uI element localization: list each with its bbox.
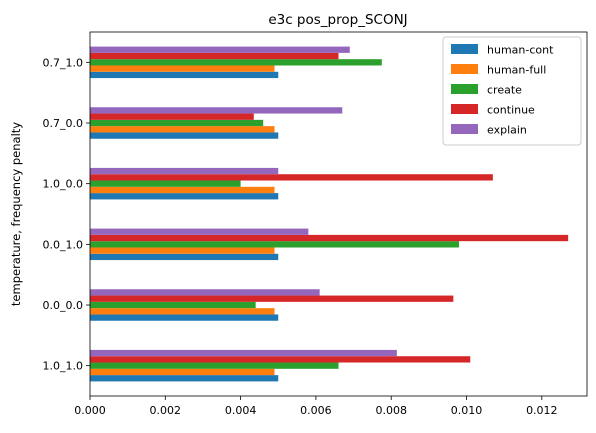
- y-tick-label: 1.0_1.0: [43, 360, 84, 373]
- bar-continue-0.7_0.0: [90, 113, 254, 120]
- bar-explain-0.7_0.0: [90, 107, 343, 114]
- x-tick-label: 0.000: [74, 404, 106, 417]
- chart-title: e3c pos_prop_SCONJ: [268, 12, 407, 28]
- legend-label-create: create: [487, 84, 522, 97]
- bar-continue-1.0_0.0: [90, 174, 493, 181]
- legend: human-cont human-full create continue explai…: [442, 36, 582, 146]
- bar-human-cont-0.0_1.0: [90, 253, 279, 261]
- bar-create-0.7_1.0: [90, 59, 382, 66]
- bar-explain-0.0_1.0: [90, 228, 309, 235]
- x-tick-label: 0.006: [300, 404, 332, 417]
- bar-human-full-0.0_0.0: [90, 308, 275, 315]
- legend-swatch-continue: [451, 104, 478, 114]
- legend-swatch-human-cont: [451, 44, 478, 54]
- y-tick-label: 0.7_1.0: [43, 56, 84, 69]
- bar-human-full-0.0_1.0: [90, 247, 275, 254]
- x-tick-label: 0.002: [150, 404, 182, 417]
- legend-label-human-cont: human-cont: [487, 44, 554, 57]
- bars-group: [90, 46, 569, 382]
- y-tick-label: 1.0_0.0: [43, 178, 84, 191]
- y-tick-label: 0.7_0.0: [43, 117, 84, 130]
- legend-swatch-create: [451, 84, 478, 94]
- bar-human-full-1.0_1.0: [90, 368, 275, 376]
- legend-label-explain: explain: [487, 124, 527, 137]
- bar-human-full-0.7_0.0: [90, 126, 275, 133]
- y-tick-label: 0.0_1.0: [43, 238, 84, 251]
- bar-continue-0.7_1.0: [90, 52, 339, 60]
- bar-continue-0.0_1.0: [90, 234, 569, 242]
- bar-human-cont-0.7_1.0: [90, 71, 279, 79]
- bar-human-cont-0.0_0.0: [90, 314, 279, 321]
- plot-frame: [89, 31, 588, 397]
- y-tick-label: 0.0_0.0: [43, 299, 84, 312]
- bar-human-full-1.0_0.0: [90, 186, 275, 194]
- bar-human-cont-1.0_1.0: [90, 375, 279, 382]
- x-tick-label: 0.010: [451, 404, 483, 417]
- bar-explain-1.0_0.0: [90, 167, 279, 175]
- legend-label-human-full: human-full: [487, 64, 546, 77]
- bar-create-0.7_0.0: [90, 119, 264, 127]
- y-axis: 1.0_1.0 0.0_0.0 0.0_1.0 1.0_0.0 0.7_0.0 0.7_1…: [43, 56, 90, 373]
- bar-explain-1.0_1.0: [90, 349, 397, 357]
- y-axis-label: temperature, frequency penalty: [9, 122, 23, 306]
- bar-continue-1.0_1.0: [90, 356, 471, 363]
- legend-swatch-explain: [451, 124, 478, 134]
- bar-continue-0.0_0.0: [90, 295, 454, 302]
- bar-create-0.0_1.0: [90, 241, 459, 248]
- bar-create-1.0_0.0: [90, 180, 241, 187]
- bar-human-full-0.7_1.0: [90, 65, 275, 72]
- x-axis: 0.000 0.002 0.004 0.006 0.008 0.010 0.012: [74, 396, 558, 417]
- bar-human-cont-1.0_0.0: [90, 193, 279, 200]
- bar-explain-0.7_1.0: [90, 46, 350, 53]
- bar-human-cont-0.7_0.0: [90, 132, 279, 139]
- x-tick-label: 0.012: [526, 404, 558, 417]
- bar-create-0.0_0.0: [90, 301, 256, 309]
- bar-create-1.0_1.0: [90, 362, 339, 369]
- legend-label-continue: continue: [487, 104, 535, 117]
- x-tick-label: 0.008: [375, 404, 407, 417]
- bar-explain-0.0_0.0: [90, 289, 320, 296]
- x-tick-label: 0.004: [225, 404, 257, 417]
- legend-swatch-human-full: [451, 64, 478, 74]
